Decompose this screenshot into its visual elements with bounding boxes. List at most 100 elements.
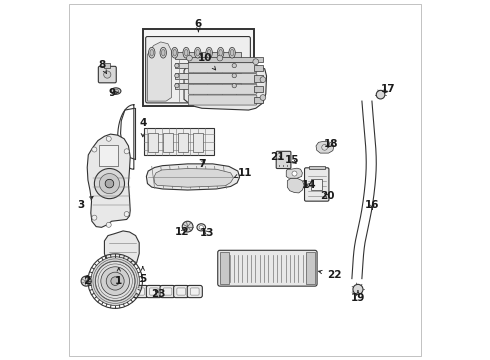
Circle shape bbox=[124, 149, 129, 154]
Bar bbox=[254, 64, 263, 71]
Bar bbox=[104, 63, 110, 68]
Circle shape bbox=[292, 171, 297, 176]
Ellipse shape bbox=[197, 224, 205, 231]
Circle shape bbox=[96, 261, 135, 301]
Circle shape bbox=[376, 90, 385, 99]
FancyBboxPatch shape bbox=[191, 288, 199, 295]
Polygon shape bbox=[87, 134, 130, 227]
Circle shape bbox=[353, 284, 363, 294]
Circle shape bbox=[232, 63, 236, 68]
Circle shape bbox=[105, 179, 114, 188]
Bar bbox=[194, 133, 203, 152]
Text: 22: 22 bbox=[318, 270, 342, 280]
Circle shape bbox=[92, 215, 97, 220]
Text: 8: 8 bbox=[98, 60, 106, 73]
Text: 2: 2 bbox=[84, 275, 91, 286]
Bar bbox=[175, 73, 242, 78]
Circle shape bbox=[99, 174, 120, 194]
Text: 12: 12 bbox=[175, 227, 190, 237]
Text: 6: 6 bbox=[195, 19, 202, 32]
FancyBboxPatch shape bbox=[177, 288, 186, 295]
Text: 11: 11 bbox=[234, 168, 252, 178]
Bar bbox=[254, 97, 263, 103]
Bar bbox=[144, 128, 214, 155]
Text: 13: 13 bbox=[200, 228, 215, 238]
Circle shape bbox=[124, 212, 129, 217]
FancyBboxPatch shape bbox=[188, 73, 257, 84]
Text: 19: 19 bbox=[351, 291, 365, 303]
Ellipse shape bbox=[184, 49, 188, 56]
Bar bbox=[309, 166, 324, 169]
Ellipse shape bbox=[183, 47, 190, 58]
Bar bbox=[188, 57, 263, 62]
Text: 3: 3 bbox=[77, 197, 93, 210]
Bar bbox=[220, 252, 229, 284]
Circle shape bbox=[175, 73, 179, 78]
Ellipse shape bbox=[230, 49, 234, 56]
Ellipse shape bbox=[150, 49, 153, 56]
Circle shape bbox=[253, 59, 259, 64]
Ellipse shape bbox=[199, 226, 203, 229]
FancyBboxPatch shape bbox=[276, 151, 291, 168]
FancyBboxPatch shape bbox=[173, 285, 189, 298]
Circle shape bbox=[101, 267, 129, 296]
Text: 10: 10 bbox=[198, 53, 216, 70]
Polygon shape bbox=[154, 168, 234, 187]
Bar bbox=[163, 133, 173, 152]
Polygon shape bbox=[147, 164, 240, 190]
FancyBboxPatch shape bbox=[133, 285, 148, 298]
Ellipse shape bbox=[218, 47, 224, 58]
Text: 9: 9 bbox=[109, 88, 119, 98]
Circle shape bbox=[322, 144, 327, 150]
Ellipse shape bbox=[161, 49, 165, 56]
Circle shape bbox=[175, 84, 179, 88]
Ellipse shape bbox=[113, 89, 119, 93]
Bar bbox=[254, 86, 263, 93]
Circle shape bbox=[106, 272, 124, 290]
Ellipse shape bbox=[160, 47, 167, 58]
FancyBboxPatch shape bbox=[147, 285, 161, 298]
FancyBboxPatch shape bbox=[98, 66, 116, 83]
Text: 4: 4 bbox=[139, 118, 147, 137]
FancyBboxPatch shape bbox=[146, 37, 250, 103]
Circle shape bbox=[232, 84, 236, 88]
Ellipse shape bbox=[172, 47, 178, 58]
Text: 21: 21 bbox=[270, 152, 285, 162]
Polygon shape bbox=[147, 42, 172, 101]
Ellipse shape bbox=[195, 47, 201, 58]
Bar bbox=[178, 133, 188, 152]
Ellipse shape bbox=[196, 49, 199, 56]
Circle shape bbox=[111, 277, 120, 285]
Ellipse shape bbox=[206, 47, 212, 58]
Bar bbox=[175, 83, 242, 89]
Circle shape bbox=[81, 276, 91, 286]
Circle shape bbox=[232, 73, 236, 78]
FancyBboxPatch shape bbox=[188, 84, 257, 94]
Text: 14: 14 bbox=[302, 180, 317, 190]
Polygon shape bbox=[286, 168, 302, 178]
Bar bbox=[175, 63, 242, 68]
FancyBboxPatch shape bbox=[188, 63, 257, 73]
FancyBboxPatch shape bbox=[136, 288, 145, 295]
Circle shape bbox=[106, 136, 111, 141]
Circle shape bbox=[260, 95, 266, 100]
Text: 18: 18 bbox=[324, 139, 338, 149]
Ellipse shape bbox=[148, 47, 155, 58]
Circle shape bbox=[104, 71, 111, 78]
FancyBboxPatch shape bbox=[304, 168, 329, 201]
Bar bbox=[254, 75, 263, 82]
Text: 16: 16 bbox=[365, 200, 380, 210]
Circle shape bbox=[106, 222, 111, 227]
FancyBboxPatch shape bbox=[187, 285, 202, 298]
Text: 23: 23 bbox=[151, 289, 166, 299]
FancyBboxPatch shape bbox=[163, 288, 172, 295]
Text: 7: 7 bbox=[198, 159, 206, 169]
Circle shape bbox=[175, 63, 179, 68]
Ellipse shape bbox=[173, 49, 176, 56]
Ellipse shape bbox=[229, 47, 235, 58]
Text: 20: 20 bbox=[320, 191, 335, 201]
Polygon shape bbox=[287, 178, 304, 193]
Circle shape bbox=[182, 221, 193, 232]
Bar bbox=[306, 252, 315, 284]
Bar bbox=[148, 133, 158, 152]
